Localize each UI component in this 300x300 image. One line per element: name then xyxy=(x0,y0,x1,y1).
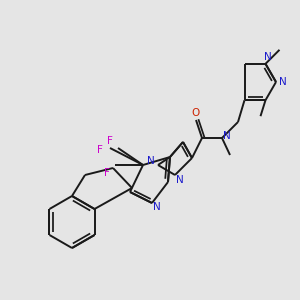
Text: N: N xyxy=(279,77,287,87)
Text: N: N xyxy=(264,52,272,62)
Text: N: N xyxy=(153,202,161,212)
Text: F: F xyxy=(104,168,110,178)
Text: O: O xyxy=(192,108,200,118)
Text: F: F xyxy=(107,136,113,146)
Text: N: N xyxy=(176,175,184,185)
Text: N: N xyxy=(223,131,231,141)
Text: F: F xyxy=(97,145,103,155)
Text: N: N xyxy=(147,156,155,166)
